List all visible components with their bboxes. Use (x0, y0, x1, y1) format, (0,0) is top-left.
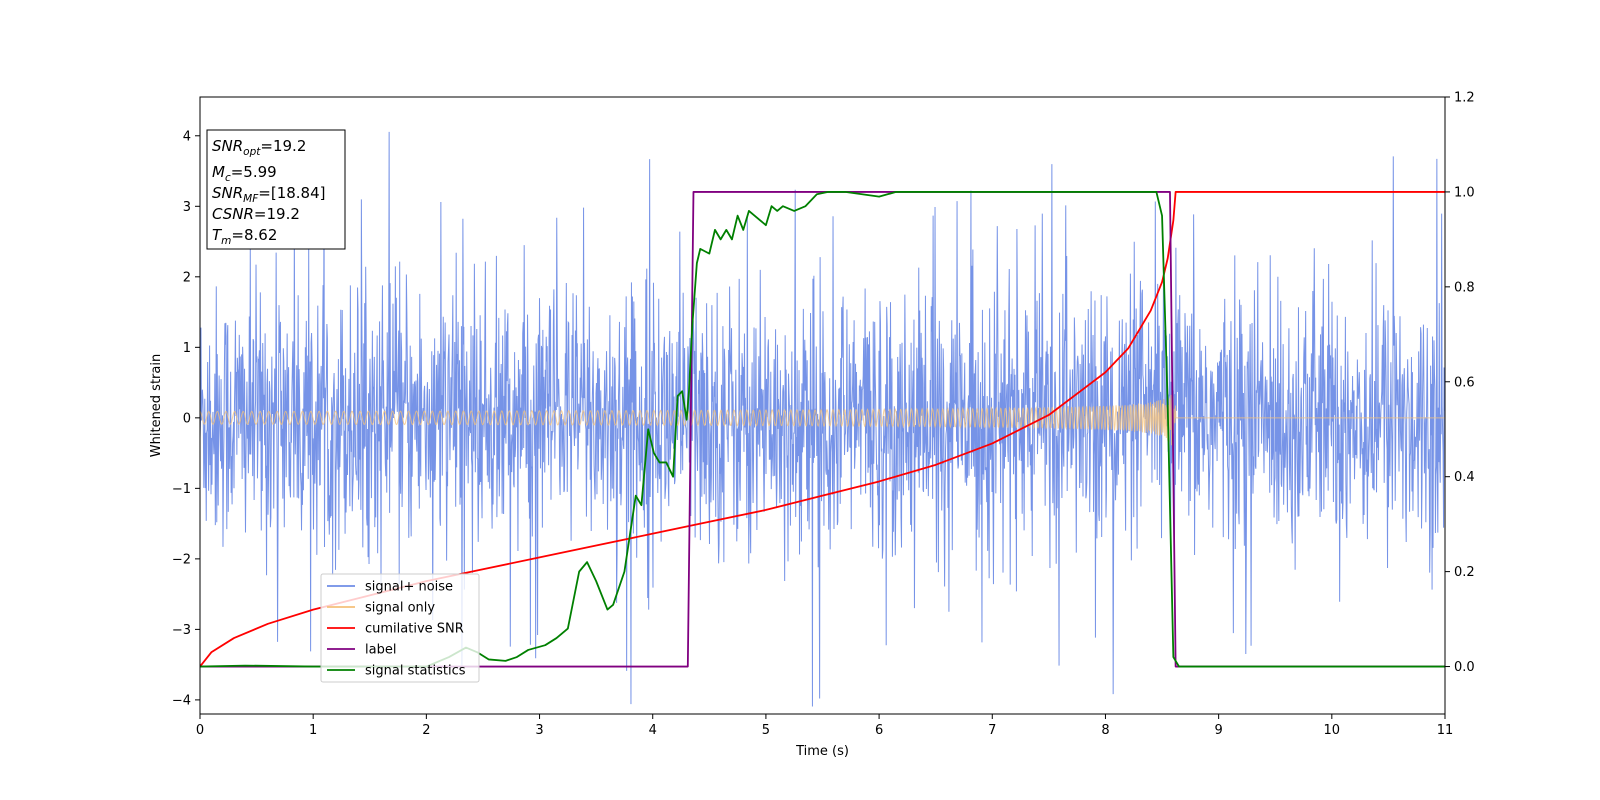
y-axis-left: −4 −3 −2 −1 0 1 2 3 4 (172, 129, 200, 708)
y-right-tick-label: 0.2 (1454, 565, 1475, 580)
y-axis-right: 0.0 0.2 0.4 0.6 0.8 1.0 1.2 (1445, 91, 1475, 675)
signal-only-series (200, 390, 1445, 446)
x-tick-label: 10 (1324, 723, 1341, 738)
info-box-frame (206, 129, 346, 250)
y-right-tick-label: 0.0 (1454, 660, 1475, 675)
info-annotation-box: SNRopt=19.2 Mc=5.99SNRMF=[18.84]CSNR=19.2… (206, 129, 346, 250)
x-tick-label: 7 (988, 723, 996, 738)
signal-only-line (200, 390, 1445, 446)
legend-label: signal only (365, 601, 435, 616)
x-tick-label: 6 (875, 723, 883, 738)
info-line: SNRMF=[18.84] (212, 184, 326, 205)
y-tick-label: 1 (183, 341, 191, 356)
info-line: Mc=5.99 (212, 163, 277, 184)
x-tick-label: 3 (535, 723, 543, 738)
signal-noise-line (200, 131, 1445, 707)
y-tick-label: 2 (183, 270, 191, 285)
y-right-tick-label: 0.8 (1454, 280, 1475, 295)
y-tick-label: 0 (183, 411, 191, 426)
y-axis-title: Whitened strain (149, 354, 164, 457)
legend-label: signal+ noise (365, 580, 453, 595)
legend: signal+ noise signal only cumilative SNR la… (320, 573, 480, 683)
y-right-tick-label: 1.2 (1454, 91, 1475, 106)
x-tick-label: 0 (196, 723, 204, 738)
x-tick-label: 11 (1437, 723, 1454, 738)
info-line: CSNR=19.2 (212, 205, 300, 223)
y-right-tick-label: 0.4 (1454, 470, 1475, 485)
signal-noise-series (200, 131, 1445, 707)
x-tick-label: 5 (762, 723, 770, 738)
x-tick-label: 8 (1101, 723, 1109, 738)
plot-frame (199, 96, 1446, 715)
x-axis-title: Time (s) (795, 744, 849, 759)
y-right-tick-label: 0.6 (1454, 375, 1475, 390)
info-line: Tm=8.62 (212, 226, 277, 247)
x-tick-label: 9 (1214, 723, 1222, 738)
x-tick-label: 1 (309, 723, 317, 738)
x-tick-label: 4 (649, 723, 657, 738)
legend-label: signal statistics (365, 664, 466, 679)
y-tick-label: −3 (172, 623, 191, 638)
info-line: SNRopt=19.2 (212, 137, 306, 158)
y-tick-label: 3 (183, 200, 191, 215)
legend-label: label (365, 643, 396, 658)
x-axis: 0 1 2 3 4 5 6 7 8 9 10 11 (196, 714, 1453, 738)
x-tick-label: 2 (422, 723, 430, 738)
y-tick-label: −2 (172, 552, 191, 567)
signal-statistics-line (200, 191, 1445, 668)
y-tick-label: 4 (183, 129, 191, 144)
y-tick-label: −4 (172, 693, 191, 708)
legend-frame (320, 573, 480, 683)
legend-label: cumilative SNR (365, 622, 464, 637)
y-right-tick-label: 1.0 (1454, 185, 1475, 200)
y-tick-label: −1 (172, 482, 191, 497)
